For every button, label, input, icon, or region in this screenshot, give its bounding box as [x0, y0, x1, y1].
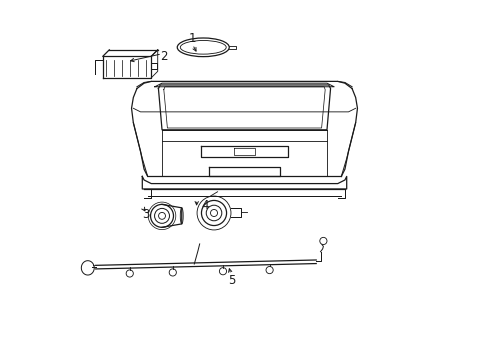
Text: 1: 1	[188, 32, 196, 45]
Text: 4: 4	[201, 199, 208, 212]
Text: 2: 2	[160, 50, 167, 63]
Text: 5: 5	[228, 274, 235, 287]
Text: 3: 3	[142, 208, 149, 221]
